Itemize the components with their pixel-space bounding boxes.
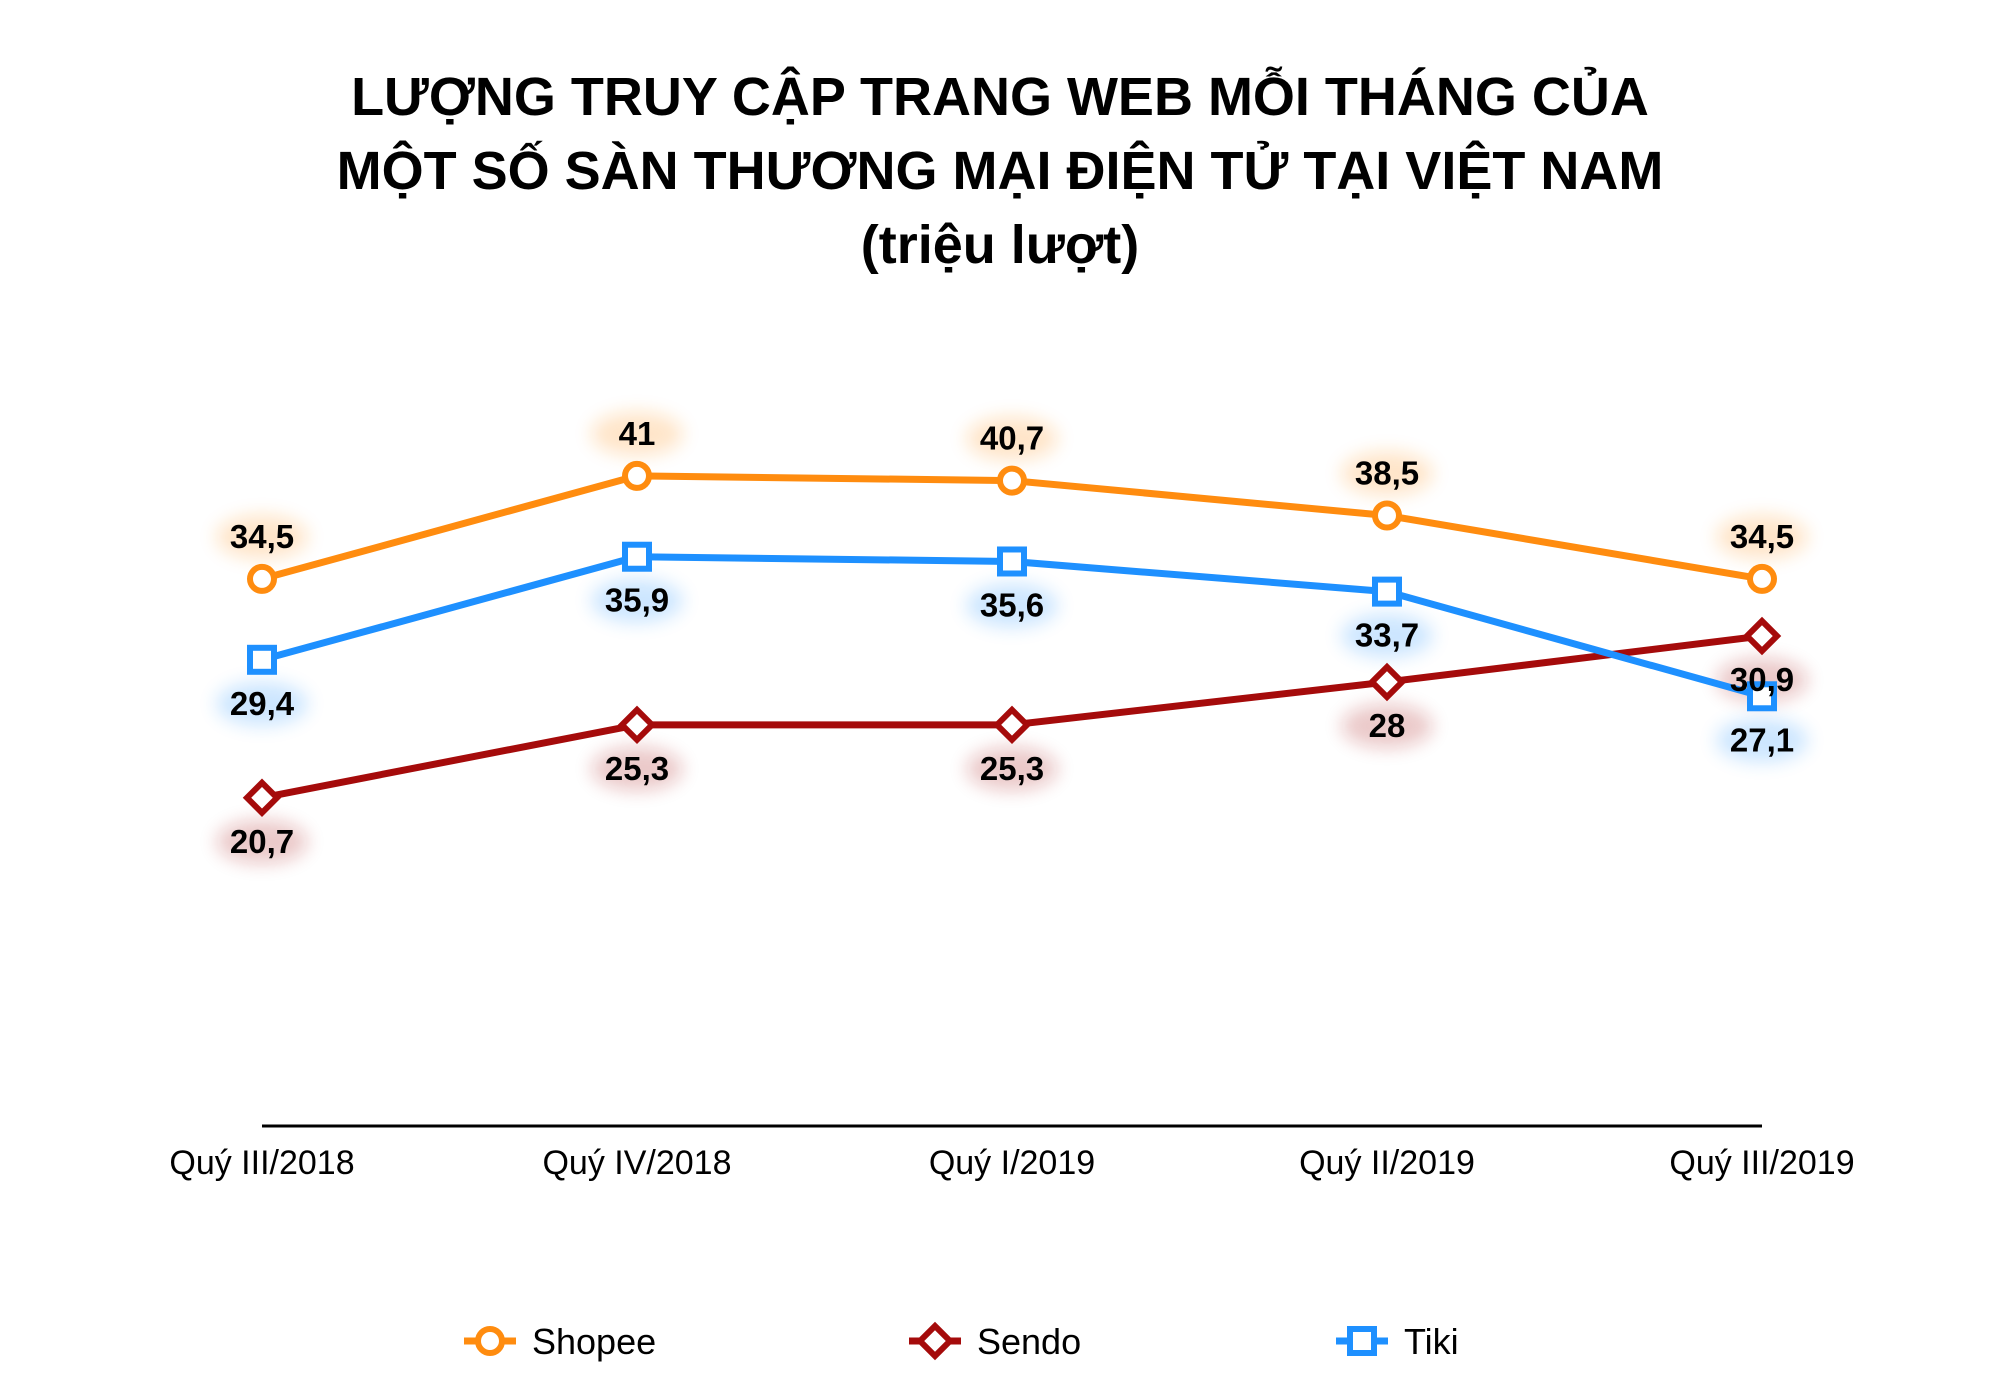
label-glow-tiki-2 <box>966 583 1058 628</box>
point-tiki-2 <box>997 546 1027 577</box>
label-glow-sendo-1 <box>591 746 683 791</box>
legend-label-shopee: Shopee <box>532 1321 656 1362</box>
point-tiki-4 <box>1747 681 1777 712</box>
x-tick-label-1: Quý IV/2018 <box>542 1144 731 1182</box>
chart-title-line-1: LƯỢNG TRUY CẬP TRANG WEB MỖI THÁNG CỦA <box>351 67 1649 127</box>
data-labels: 34,5 41 40,7 38,5 34,5 20,7 25,3 25,3 28 30,9 29,4… <box>230 415 1794 860</box>
data-label-shopee-3: 38,5 <box>1355 455 1419 492</box>
x-tick-label-4: Quý III/2019 <box>1669 1144 1854 1182</box>
data-label-tiki-3: 33,7 <box>1355 617 1419 654</box>
point-shopee-1 <box>622 460 652 491</box>
label-glows <box>216 411 1808 864</box>
label-glow-shopee-0 <box>216 514 308 559</box>
data-label-sendo-2: 25,3 <box>980 750 1044 787</box>
point-sendo-3 <box>1367 662 1407 702</box>
label-glow-shopee-2 <box>966 416 1058 461</box>
label-glow-shopee-1 <box>591 411 683 456</box>
legend: Shopee Sendo Tiki <box>464 1321 1459 1362</box>
point-shopee-0 <box>247 563 277 594</box>
point-sendo-4 <box>1742 616 1782 656</box>
label-glow-sendo-2 <box>966 746 1058 791</box>
point-sendo-1 <box>617 705 657 745</box>
series-markers <box>242 460 1782 817</box>
point-sendo-0 <box>242 778 282 817</box>
legend-marker-shopee <box>475 1326 505 1356</box>
label-glow-shopee-3 <box>1341 451 1433 496</box>
legend-label-tiki: Tiki <box>1404 1321 1459 1362</box>
legend-marker-tiki <box>1347 1326 1377 1356</box>
point-shopee-3 <box>1372 500 1402 531</box>
legend-marker-sendo <box>915 1321 955 1361</box>
chart-title-line-3: (triệu lượt) <box>860 215 1140 275</box>
label-glow-sendo-3 <box>1341 704 1433 748</box>
data-label-shopee-0: 34,5 <box>230 518 294 555</box>
data-label-tiki-1: 35,9 <box>605 582 669 619</box>
data-label-sendo-3: 28 <box>1369 707 1406 744</box>
point-shopee-4 <box>1747 563 1777 594</box>
point-tiki-1 <box>622 541 652 572</box>
data-label-shopee-1: 41 <box>619 415 656 452</box>
x-tick-label-2: Quý I/2019 <box>929 1144 1095 1182</box>
data-label-sendo-1: 25,3 <box>605 750 669 787</box>
data-label-shopee-2: 40,7 <box>980 420 1044 457</box>
point-tiki-0 <box>247 644 277 675</box>
label-glow-sendo-0 <box>216 819 308 864</box>
label-glow-tiki-4 <box>1716 718 1808 763</box>
data-label-tiki-0: 29,4 <box>230 685 295 722</box>
point-shopee-2 <box>997 465 1027 496</box>
legend-label-sendo: Sendo <box>977 1321 1081 1362</box>
chart-title-line-2: MỘT SỐ SÀN THƯƠNG MẠI ĐIỆN TỬ TẠI VIỆT N… <box>336 141 1664 201</box>
label-glow-tiki-3 <box>1341 613 1433 658</box>
data-label-sendo-4: 30,9 <box>1730 661 1794 698</box>
label-glow-shopee-4 <box>1716 514 1808 559</box>
point-tiki-3 <box>1372 576 1402 607</box>
x-tick-label-0: Quý III/2018 <box>169 1144 354 1182</box>
data-label-shopee-4: 34,5 <box>1730 518 1794 555</box>
x-axis-ticks: Quý III/2018 Quý IV/2018 Quý I/2019 Quý II/… <box>169 1144 1854 1182</box>
chart-title: LƯỢNG TRUY CẬP TRANG WEB MỖI THÁNG CỦA M… <box>0 60 2000 282</box>
label-glow-tiki-0 <box>216 681 308 726</box>
x-tick-label-3: Quý II/2019 <box>1299 1144 1475 1182</box>
data-label-sendo-0: 20,7 <box>230 823 294 860</box>
point-sendo-2 <box>992 705 1032 745</box>
data-label-tiki-2: 35,6 <box>980 586 1044 623</box>
label-glow-tiki-1 <box>591 578 683 623</box>
data-label-tiki-4: 27,1 <box>1730 721 1794 758</box>
